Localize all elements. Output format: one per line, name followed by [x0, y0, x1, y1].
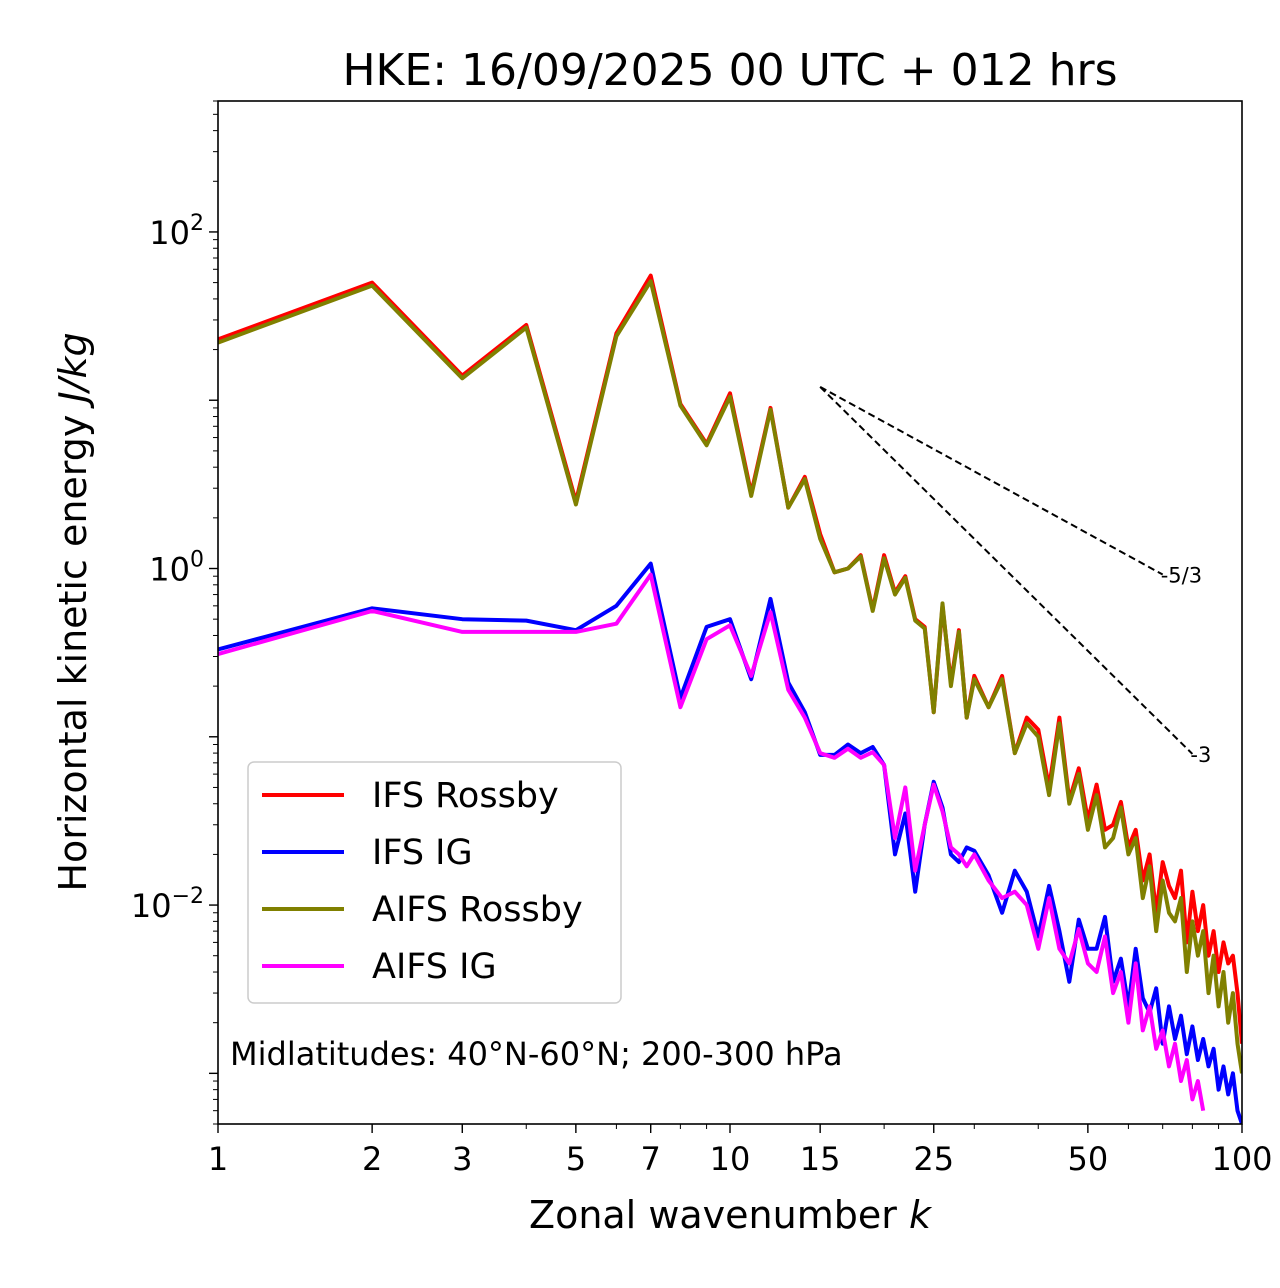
x-axis-label-text: Zonal wavenumber: [529, 1193, 897, 1237]
slope-line--3: [819, 386, 1194, 755]
y-tick-label: 100: [149, 548, 204, 589]
x-tick-label: 50: [1068, 1140, 1109, 1178]
region-annotation: Midlatitudes: 40°N-60°N; 200-300 hPa: [230, 1035, 843, 1073]
legend: IFS Rossby IFS IG AIFS Rossby AIFS IG: [247, 761, 622, 1004]
legend-label: AIFS Rossby: [372, 890, 583, 930]
slope-label--5/3: -5/3: [1161, 564, 1202, 588]
legend-box: [247, 761, 622, 1004]
x-tick-label: 1: [208, 1140, 228, 1178]
series-line-ifs-ig: [218, 561, 1242, 1124]
series-line-aifs-rossby: [218, 279, 1242, 1074]
svg-text:Horizontal kinetic energy J/kg: Horizontal kinetic energy J/kg: [51, 332, 95, 891]
series-line-aifs-ig: [218, 572, 1206, 1112]
x-tick-label: 25: [913, 1140, 954, 1178]
x-tick-label: 15: [800, 1140, 841, 1178]
y-axis-label-text: Horizontal kinetic energy: [51, 415, 95, 892]
y-axis-label: Horizontal kinetic energy J/kg: [51, 332, 95, 891]
legend-label: AIFS IG: [372, 947, 497, 987]
legend-label: IFS IG: [372, 833, 473, 873]
x-tick-label: 7: [641, 1140, 661, 1178]
slope-label--3: -3: [1190, 743, 1211, 767]
chart-title: HKE: 16/09/2025 00 UTC + 012 hrs: [342, 45, 1117, 96]
x-tick-label: 2: [362, 1140, 382, 1178]
y-axis-label-unit: J/kg: [51, 332, 95, 409]
x-axis-label-var: k: [909, 1193, 933, 1237]
x-tick-label: 5: [566, 1140, 586, 1178]
x-tick-label: 100: [1211, 1140, 1272, 1178]
series-group: [218, 273, 1242, 1124]
y-tick-label: 102: [149, 211, 204, 252]
plot-area: -5/3 -3 1 2 3 5 7 10 15 25 50 100 102 100 10−2: [131, 100, 1273, 1178]
x-tick-label: 10: [710, 1140, 751, 1178]
slope-line--5/3: [819, 386, 1164, 576]
y-tick-label: 10−2: [131, 884, 204, 925]
legend-label: IFS Rossby: [372, 776, 559, 816]
x-tick-label: 3: [452, 1140, 472, 1178]
x-axis-label: Zonal wavenumber k: [529, 1193, 933, 1237]
